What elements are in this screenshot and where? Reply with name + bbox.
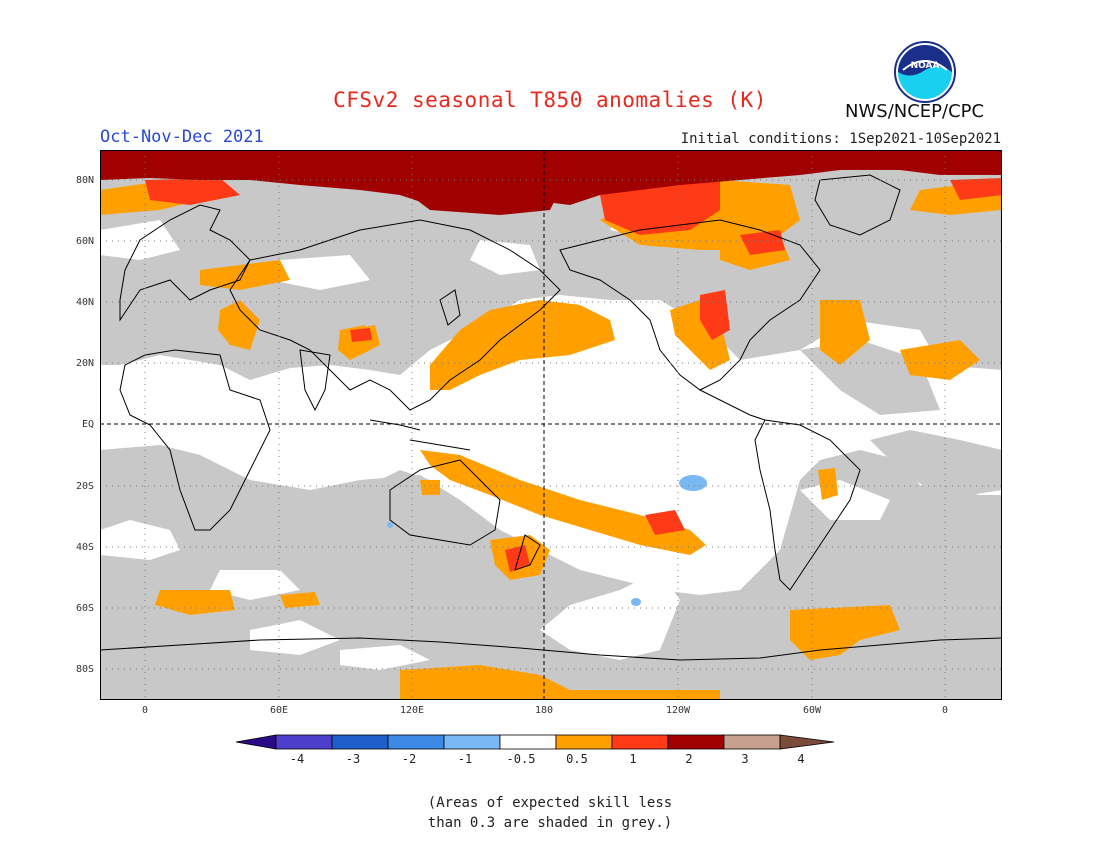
anomaly-map bbox=[100, 150, 1002, 700]
colorbar-segment bbox=[667, 734, 725, 750]
colorbar-tick: 1 bbox=[629, 752, 637, 766]
colorbar-arrow-low bbox=[236, 734, 277, 750]
colorbar-segment bbox=[555, 734, 613, 750]
lon-label-0-east: 0 bbox=[941, 705, 949, 716]
lon-label-0: 0 bbox=[141, 705, 149, 716]
noaa-logo: NOAA bbox=[894, 41, 956, 103]
season-label: Oct-Nov-Dec 2021 bbox=[100, 127, 264, 147]
equator-dateline bbox=[100, 150, 1002, 700]
coastlines bbox=[100, 174, 1002, 661]
logo-text: NOAA bbox=[911, 61, 940, 71]
lat-label-eq: EQ bbox=[81, 419, 94, 430]
lon-label-60e: 60E bbox=[269, 705, 289, 716]
colorbar bbox=[236, 734, 835, 750]
colorbar-tick: -4 bbox=[289, 752, 305, 766]
lat-label-20s: 20S bbox=[75, 481, 94, 492]
lat-label-80s: 80S bbox=[75, 664, 94, 675]
lon-label-180: 180 bbox=[534, 705, 554, 716]
colorbar-arrow-high bbox=[779, 734, 835, 750]
colorbar-tick: 0.5 bbox=[566, 752, 588, 766]
skill-note-line2: than 0.3 are shaded in grey.) bbox=[427, 815, 673, 831]
graticule bbox=[100, 150, 1002, 700]
lat-label-20n: 20N bbox=[75, 358, 94, 369]
colorbar-tick: -0.5 bbox=[506, 752, 536, 766]
lat-label-80n: 80N bbox=[75, 175, 94, 186]
colorbar-tick: 2 bbox=[685, 752, 693, 766]
colorbar-tick: -2 bbox=[401, 752, 417, 766]
colorbar-tick: -3 bbox=[345, 752, 361, 766]
colorbar-segment bbox=[499, 734, 557, 750]
initial-conditions-label: Initial conditions: 1Sep2021-10Sep2021 bbox=[680, 131, 1001, 147]
colorbar-segment bbox=[387, 734, 445, 750]
lon-label-120w: 120W bbox=[665, 705, 691, 716]
colorbar-tick: 3 bbox=[741, 752, 749, 766]
colorbar-tick: -1 bbox=[457, 752, 473, 766]
anomaly-red bbox=[145, 178, 1002, 572]
lat-label-60s: 60S bbox=[75, 603, 94, 614]
map-frame bbox=[100, 150, 1002, 700]
lat-label-40n: 40N bbox=[75, 297, 94, 308]
lon-label-120e: 120E bbox=[399, 705, 425, 716]
colorbar-segment bbox=[443, 734, 501, 750]
lat-label-40s: 40S bbox=[75, 542, 94, 553]
colorbar-tick: 4 bbox=[797, 752, 805, 766]
colorbar-segment bbox=[723, 734, 781, 750]
colorbar-segment bbox=[611, 734, 669, 750]
lat-label-60n: 60N bbox=[75, 236, 94, 247]
colorbar-segment bbox=[275, 734, 333, 750]
anomaly-lightblue bbox=[387, 475, 707, 606]
agency-label: NWS/NCEP/CPC bbox=[845, 101, 985, 122]
lon-label-60w: 60W bbox=[802, 705, 822, 716]
colorbar-segment bbox=[331, 734, 389, 750]
low-skill-shading bbox=[100, 170, 1002, 700]
skill-note: (Areas of expected skill less than 0.3 a… bbox=[0, 793, 1100, 833]
map-title: CFSv2 seasonal T850 anomalies (K) bbox=[333, 88, 767, 112]
skill-note-line1: (Areas of expected skill less bbox=[427, 795, 673, 811]
